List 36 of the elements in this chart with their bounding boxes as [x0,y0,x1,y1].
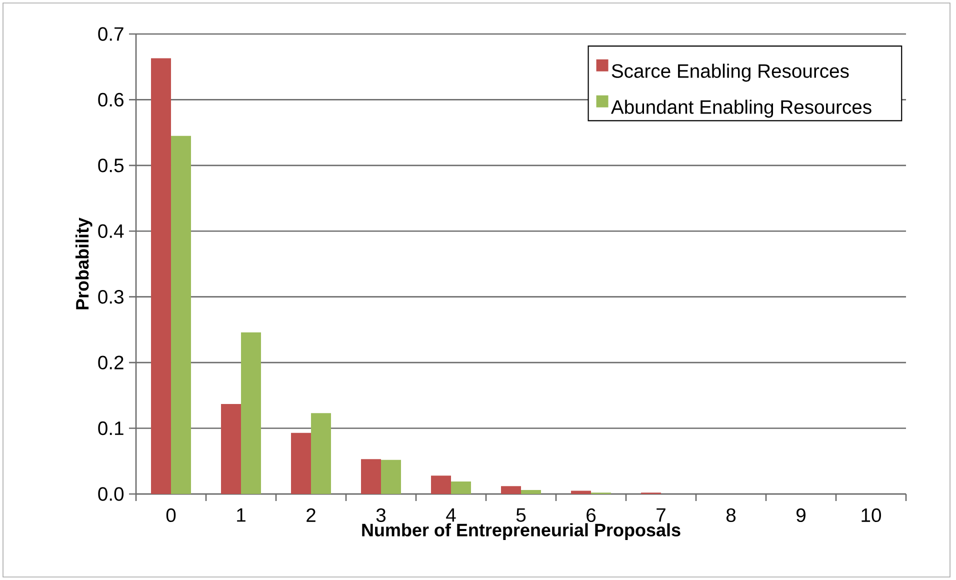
bar [221,404,242,494]
legend-label: Abundant Enabling Resources [610,100,872,118]
x-axis-title: Number of Entrepreneurial Proposals [362,523,680,540]
x-tick-label: 9 [796,508,806,522]
x-tick-label: 3 [376,508,386,522]
bar [501,486,522,494]
y-tick-label: 0.0 [98,487,124,501]
y-tick-label: 0.1 [98,421,124,436]
x-tick-label: 1 [237,508,246,522]
y-tick-label: 0.7 [98,27,124,41]
x-tick-label: 10 [862,508,881,522]
x-tick-label: 8 [726,508,736,522]
bar [241,332,262,494]
y-tick-label: 0.3 [98,290,124,304]
x-tick-label: 7 [656,508,666,522]
bar [431,476,452,494]
y-axis-title: Probability [75,218,92,310]
bar [451,482,472,494]
y-tick-label: 0.4 [98,224,124,238]
bar [291,432,312,494]
bar [381,460,402,494]
bar [521,490,542,494]
y-tick-label: 0.5 [98,158,124,172]
bar [151,58,172,494]
bar [171,136,192,494]
y-tick-label: 0.2 [98,356,124,370]
x-tick-label: 4 [446,508,456,522]
x-tick-label: 2 [306,508,316,522]
x-tick-label: 0 [166,508,176,522]
bar [311,413,332,494]
bar [361,459,382,494]
x-tick-label: 5 [516,508,526,522]
y-tick-label: 0.6 [98,92,124,107]
legend-label: Scarce Enabling Resources [612,64,849,82]
x-tick-label: 6 [586,508,596,522]
bar [571,490,592,494]
